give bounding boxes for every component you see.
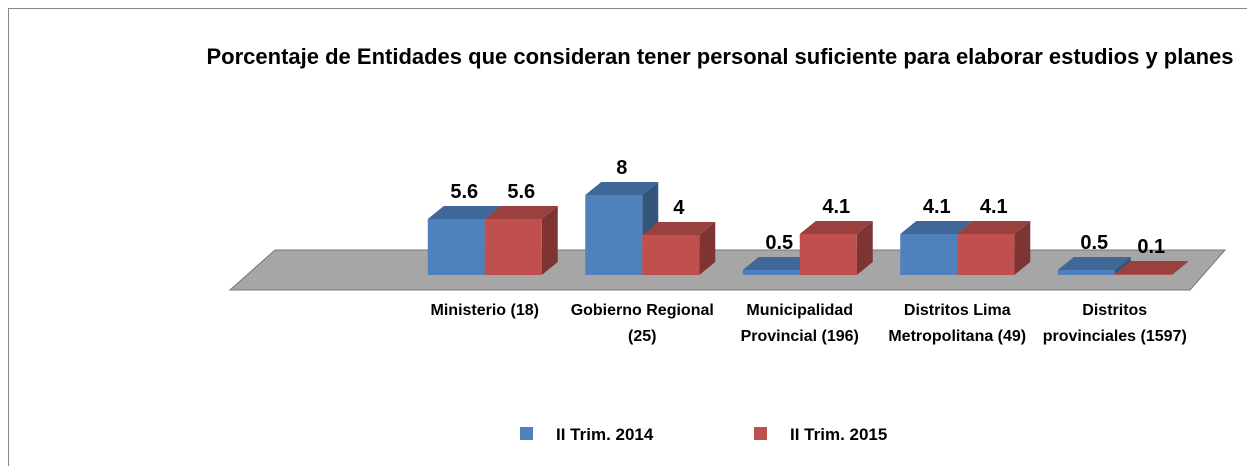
data-label: 4.1 bbox=[980, 196, 1008, 218]
legend-label: II Trim. 2014 bbox=[556, 425, 654, 444]
bar-side bbox=[541, 206, 558, 275]
chart-title: Porcentaje de Entidades que consideran t… bbox=[206, 44, 1234, 69]
bar bbox=[742, 270, 800, 275]
bar bbox=[900, 234, 958, 275]
bar bbox=[799, 234, 857, 275]
bar-side bbox=[699, 222, 716, 275]
bar bbox=[484, 219, 542, 275]
bar-top bbox=[1057, 257, 1131, 270]
data-label: 8 bbox=[616, 157, 627, 179]
data-label: 0.5 bbox=[1080, 232, 1108, 254]
bar bbox=[957, 234, 1015, 275]
bar-top bbox=[742, 257, 816, 270]
x-tick-label: Ministerio (18) bbox=[430, 302, 539, 319]
bar-top bbox=[642, 222, 716, 235]
bar bbox=[1114, 274, 1172, 275]
data-label: 4 bbox=[673, 197, 685, 219]
bar bbox=[585, 195, 643, 275]
x-tick-label: Gobierno Regional (25) bbox=[570, 302, 714, 345]
bar-top bbox=[799, 221, 873, 234]
bar-top bbox=[427, 206, 501, 219]
bar-top bbox=[957, 221, 1031, 234]
data-label: 5.6 bbox=[507, 181, 535, 203]
x-tick-label: Distritos Lima Metropolitana (49) bbox=[888, 302, 1027, 345]
data-label: 0.5 bbox=[765, 232, 793, 254]
data-label: 5.6 bbox=[450, 181, 478, 203]
data-label: 0.1 bbox=[1137, 236, 1165, 258]
x-tick-label: Municipalidad Provincial (196) bbox=[740, 302, 859, 345]
legend-swatch bbox=[520, 427, 533, 440]
bar bbox=[1057, 270, 1115, 275]
legend-label: II Trim. 2015 bbox=[790, 425, 887, 444]
x-tick-label: Distritos provinciales (1597) bbox=[1042, 302, 1187, 345]
bar-side bbox=[1114, 257, 1131, 275]
bar-top bbox=[585, 182, 659, 195]
bar bbox=[642, 235, 700, 275]
data-label: 4.1 bbox=[822, 196, 850, 218]
bar-side bbox=[856, 221, 873, 275]
bar bbox=[427, 219, 485, 275]
bar-top bbox=[900, 221, 974, 234]
bar-side bbox=[1171, 261, 1188, 275]
bar-side bbox=[1014, 221, 1031, 275]
bar-top bbox=[484, 206, 558, 219]
chart-frame bbox=[8, 8, 1247, 466]
data-label: 4.1 bbox=[923, 196, 951, 218]
legend-swatch bbox=[754, 427, 767, 440]
bar-top bbox=[1114, 261, 1188, 274]
